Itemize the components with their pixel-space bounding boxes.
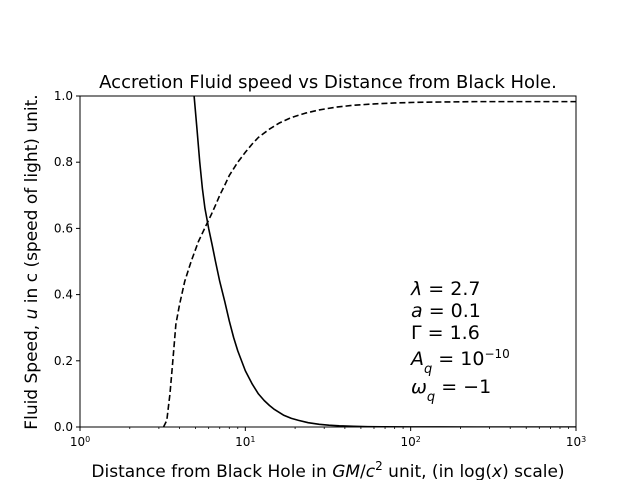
x-tick-label: 102	[400, 435, 420, 450]
y-tick-label: 0.6	[54, 221, 73, 235]
y-tick-label: 1.0	[54, 89, 73, 103]
x-tick-label: 100	[70, 435, 90, 450]
plot-frame	[79, 95, 577, 428]
series-layer	[162, 96, 576, 427]
x-axis-label: Distance from Black Hole in GM/c2 unit, …	[91, 459, 564, 480]
annotation-aq: Aq = 10−10	[409, 347, 510, 377]
x-tick-label: 101	[235, 435, 255, 450]
annotation-gamma: Γ = 1.6	[411, 322, 480, 344]
solid-speed-curve	[193, 96, 576, 427]
annotation-a: a = 0.1	[411, 300, 481, 322]
x-axis-ticks: 100 101 102 103	[70, 427, 586, 449]
x-tick-label: 103	[566, 435, 586, 450]
chart-title: Accretion Fluid speed vs Distance from B…	[99, 72, 557, 93]
y-tick-label: 0.4	[54, 288, 73, 302]
y-tick-label: 0.8	[54, 155, 73, 169]
y-tick-label: 0.2	[54, 354, 73, 368]
y-axis-label: Fluid Speed, u in c (speed of light) uni…	[22, 94, 42, 429]
y-axis-ticks: 0.0 0.2 0.4 0.6 0.8 1.0	[54, 89, 80, 434]
annotation-lambda: λ = 2.7	[410, 278, 480, 300]
dashed-speed-curve	[162, 100, 576, 427]
y-tick-label: 0.0	[54, 420, 73, 434]
annotation-omega: ωq = −1	[411, 376, 491, 405]
